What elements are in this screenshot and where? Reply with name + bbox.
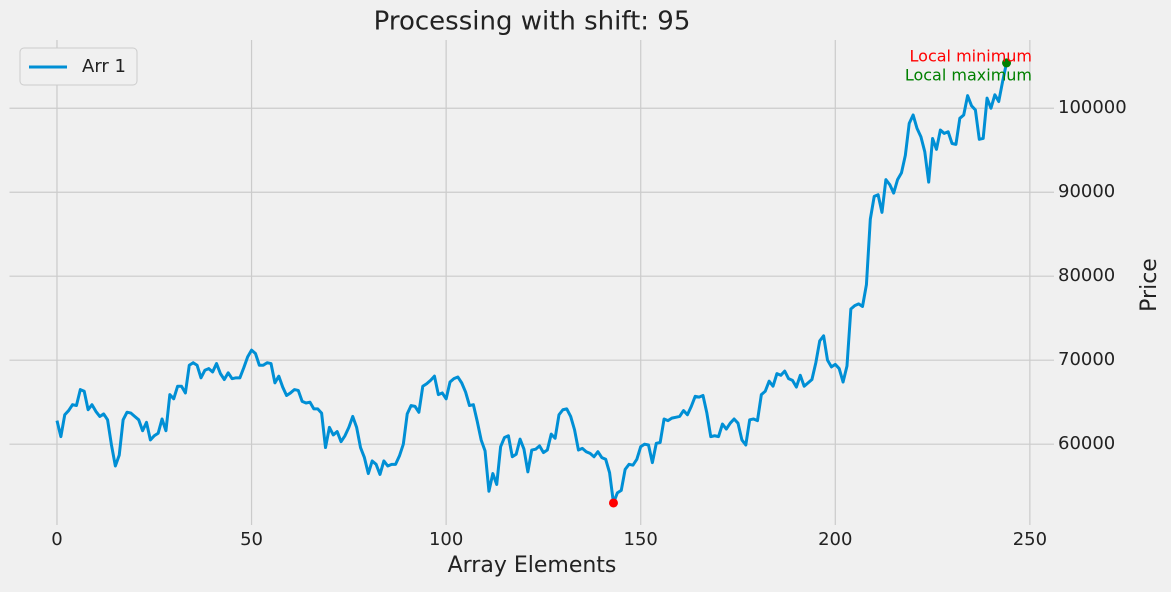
extreme-point: [1002, 58, 1012, 68]
x-tick-label: 50: [240, 529, 263, 550]
x-tick-label: 100: [429, 529, 463, 550]
annotation: Local minimum: [910, 47, 1032, 66]
x-tick-label: 200: [818, 529, 852, 550]
x-tick-label: 150: [624, 529, 658, 550]
y-axis-label: Price: [1137, 258, 1162, 312]
data-line: [55, 62, 1008, 505]
y-tick-label: 90000: [1058, 181, 1115, 202]
legend-label: Arr 1: [82, 56, 126, 77]
x-axis-label: Array Elements: [448, 553, 617, 578]
y-tick-label: 70000: [1058, 349, 1115, 370]
chart-title: Processing with shift: 95: [374, 7, 691, 37]
x-tick-label: 0: [51, 529, 62, 550]
legend: Arr 1: [19, 47, 138, 86]
x-tick-label: 250: [1013, 529, 1047, 550]
y-tick-label: 80000: [1058, 265, 1115, 286]
y-tick-label: 100000: [1058, 97, 1127, 118]
y-tick-label: 60000: [1058, 433, 1115, 454]
extreme-point: [608, 498, 618, 508]
annotation: Local maximum: [905, 66, 1032, 85]
legend-box: [19, 47, 138, 86]
